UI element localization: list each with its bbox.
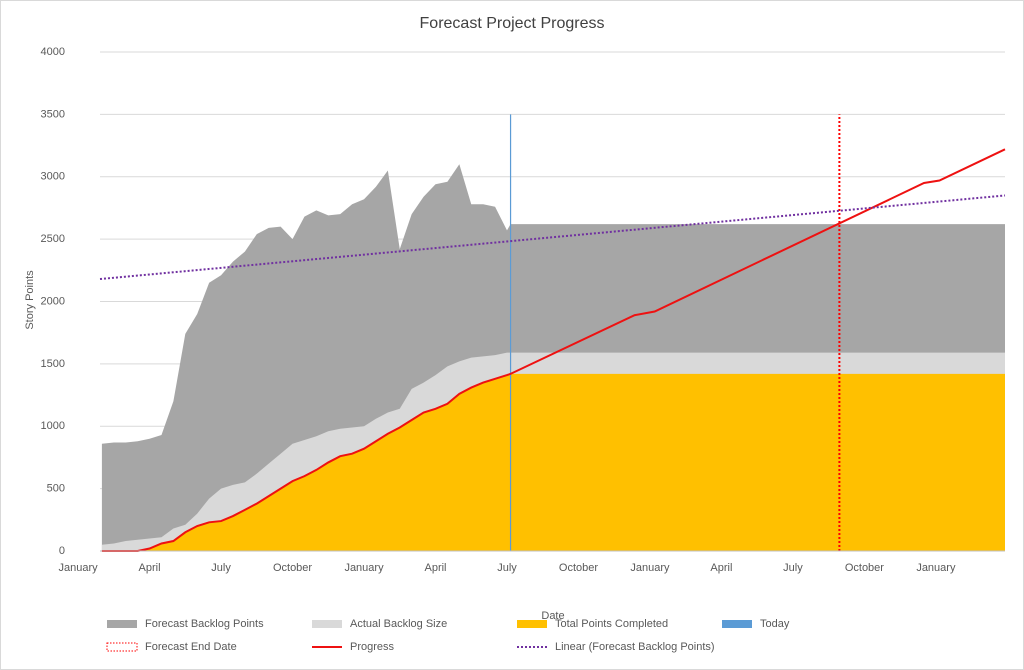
x-axis-title: Date — [541, 610, 564, 622]
line — [99, 194, 1006, 281]
x-tick-label: October — [845, 562, 884, 574]
legend-label: Today — [760, 618, 790, 630]
legend-swatch — [106, 642, 138, 652]
x-tick-label: October — [273, 562, 312, 574]
chart-title: Forecast Project Progress — [420, 15, 605, 32]
x-tick-label: April — [424, 562, 446, 574]
x-tick-label: July — [497, 562, 517, 574]
legend-label: Linear (Forecast Backlog Points) — [555, 641, 715, 653]
x-tick-label: July — [211, 562, 231, 574]
legend-label: Forecast Backlog Points — [145, 618, 264, 630]
x-tick-label: January — [630, 562, 670, 574]
y-axis-title: Story Points — [24, 270, 36, 330]
y-tick-label: 4000 — [41, 46, 65, 58]
x-tick-label: July — [783, 562, 803, 574]
y-tick-label: 3500 — [41, 108, 65, 120]
legend-swatch — [517, 620, 547, 628]
x-tick-label: April — [710, 562, 732, 574]
y-tick-label: 1000 — [41, 420, 65, 432]
y-tick-label: 2500 — [41, 233, 65, 245]
x-tick-label: January — [916, 562, 956, 574]
y-tick-label: 500 — [47, 483, 65, 495]
x-tick-label: October — [559, 562, 598, 574]
x-tick-label: January — [344, 562, 384, 574]
y-tick-label: 2000 — [41, 295, 65, 307]
area — [101, 373, 1006, 551]
legend-label: Forecast End Date — [145, 641, 237, 653]
y-tick-label: 1500 — [41, 358, 65, 370]
legend-label: Actual Backlog Size — [350, 618, 447, 630]
x-tick-label: April — [139, 562, 161, 574]
x-tick-label: January — [59, 562, 99, 574]
legend-swatch — [312, 620, 342, 628]
line — [101, 148, 1006, 552]
legend-swatch — [107, 620, 137, 628]
y-tick-label: 0 — [59, 545, 65, 557]
legend-label: Total Points Completed — [555, 618, 668, 630]
legend-swatch — [722, 620, 752, 628]
legend-label: Progress — [350, 641, 395, 653]
y-tick-label: 3000 — [41, 171, 65, 183]
